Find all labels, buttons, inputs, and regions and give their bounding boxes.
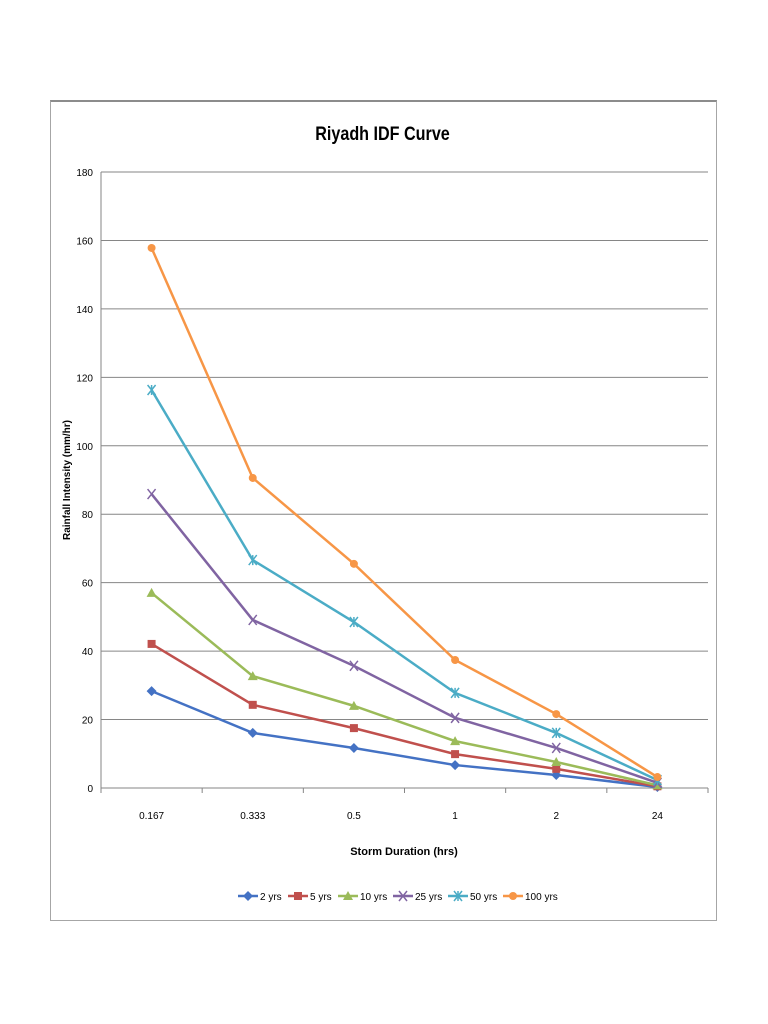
data-point (551, 756, 562, 766)
series-100-yrs (147, 243, 662, 782)
legend-item: 2 yrs (238, 891, 282, 903)
data-point (146, 384, 157, 396)
series-2-yrs (146, 686, 663, 792)
y-tick-label: 60 (82, 579, 94, 590)
legend-label: 2 yrs (260, 892, 282, 903)
data-point (450, 712, 460, 724)
legend-label: 100 yrs (525, 892, 558, 903)
data-point (146, 686, 157, 697)
data-point (348, 700, 359, 710)
data-point (248, 614, 258, 626)
series-line (150, 591, 658, 787)
data-point (552, 710, 561, 719)
y-tick-label: 100 (76, 442, 93, 453)
data-point (146, 587, 157, 597)
legend-item: 25 yrs (393, 890, 442, 903)
data-point (248, 700, 257, 709)
x-tick-label: 0.167 (139, 811, 164, 822)
legend-marker (509, 892, 517, 900)
data-point (247, 727, 258, 738)
legend-item: 5 yrs (288, 892, 332, 903)
data-point (451, 656, 460, 665)
data-point (551, 727, 561, 739)
x-tick-label: 24 (652, 811, 664, 822)
legend-item: 50 yrs (448, 890, 497, 903)
data-point (653, 773, 662, 782)
series-25-yrs (146, 488, 663, 789)
data-point (349, 616, 359, 628)
x-tick-label: 1 (452, 811, 458, 822)
y-axis-label: Rainfall Intensity (mm/hr) (62, 420, 73, 540)
y-tick-label: 160 (76, 236, 93, 247)
legend-item: 100 yrs (503, 892, 558, 903)
data-point (248, 554, 258, 566)
legend-label: 5 yrs (310, 892, 332, 903)
data-point (552, 764, 561, 773)
series-line (150, 493, 658, 785)
chart-frame (50, 100, 717, 921)
data-point (349, 660, 359, 672)
legend-marker (243, 891, 253, 901)
y-tick-label: 40 (82, 647, 94, 658)
series-line (150, 247, 659, 779)
data-point (551, 742, 561, 754)
legend-marker (453, 890, 463, 902)
x-axis-label: Storm Duration (hrs) (350, 846, 458, 858)
x-tick-label: 0.333 (240, 811, 265, 822)
data-point (450, 760, 461, 771)
data-point (348, 742, 359, 753)
data-point (450, 736, 461, 746)
chart-title: Riyadh IDF Curve (315, 123, 450, 145)
y-tick-label: 20 (82, 716, 94, 727)
legend-label: 25 yrs (415, 892, 442, 903)
x-tick-label: 0.5 (347, 811, 361, 822)
y-tick-label: 180 (76, 168, 93, 179)
data-point (147, 243, 156, 252)
legend-marker (294, 892, 302, 900)
legend-label: 50 yrs (470, 892, 497, 903)
data-point (248, 473, 257, 482)
y-tick-label: 80 (82, 510, 94, 521)
y-tick-label: 120 (76, 373, 93, 384)
data-point (450, 687, 460, 699)
y-tick-label: 140 (76, 305, 93, 316)
series-line (150, 642, 658, 788)
data-point (349, 559, 358, 568)
data-point (147, 639, 156, 648)
legend-item: 10 yrs (338, 891, 387, 903)
series-line (151, 689, 658, 789)
x-tick-label: 2 (553, 811, 559, 822)
data-point (451, 750, 460, 759)
legend-marker (398, 890, 408, 902)
data-point (146, 488, 157, 500)
series-line (150, 389, 658, 782)
legend-label: 10 yrs (360, 892, 387, 903)
data-point (349, 724, 358, 733)
y-tick-label: 0 (87, 784, 93, 795)
legend-marker (343, 891, 353, 900)
data-point (247, 671, 258, 681)
